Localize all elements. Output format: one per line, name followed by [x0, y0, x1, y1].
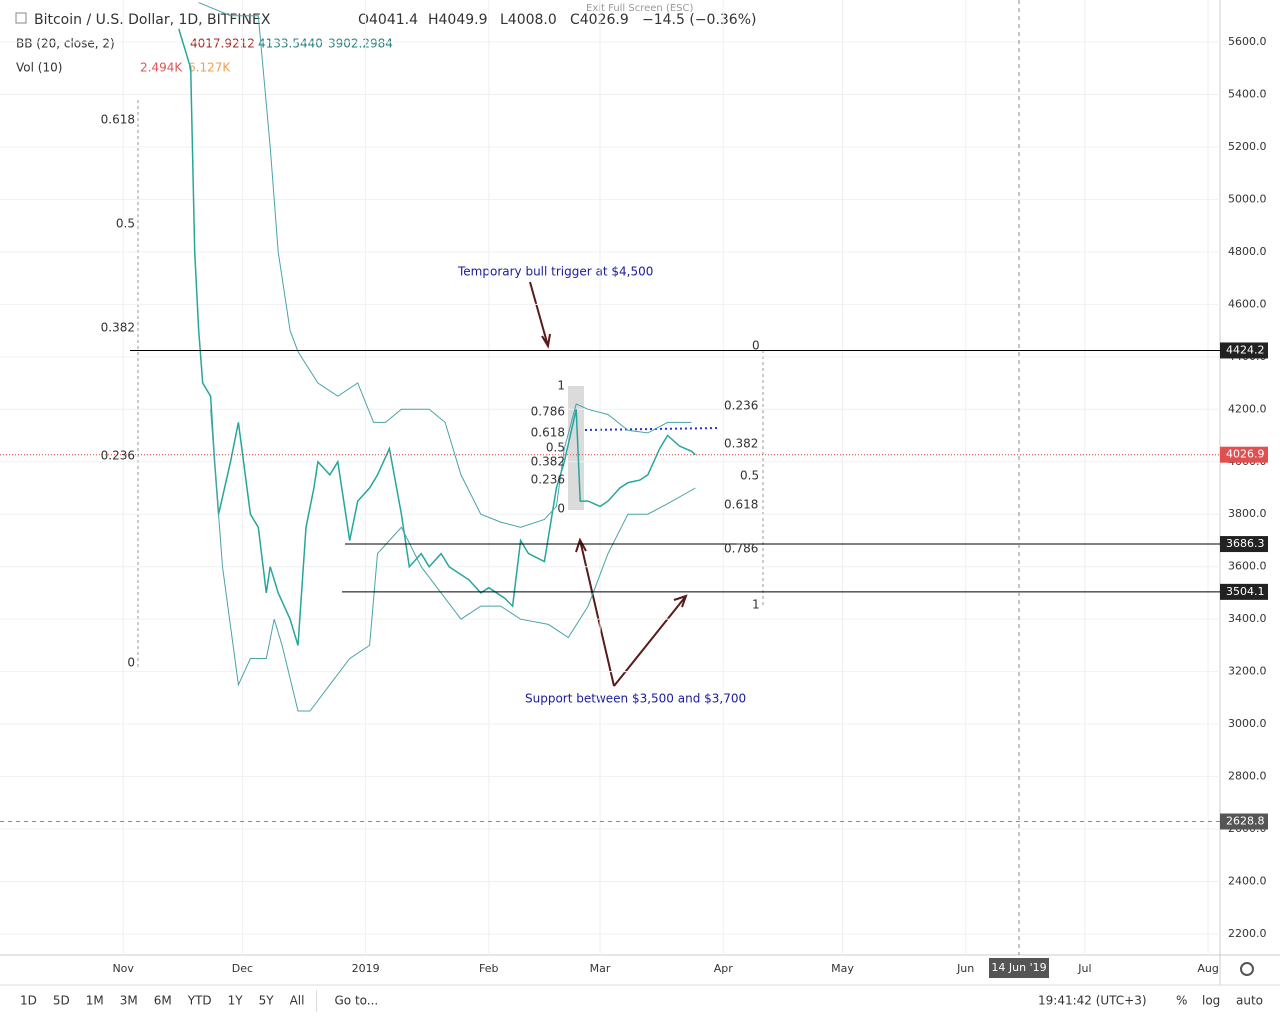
fib-label: 0.786 [531, 405, 565, 419]
annotation: Support between $3,500 and $3,700 [525, 692, 746, 706]
fib-label: 0.618 [101, 113, 135, 127]
y-tick-label: 4800.0 [1228, 245, 1267, 258]
y-tick-label: 3000.0 [1228, 717, 1267, 730]
y-tick-label: 5200.0 [1228, 140, 1267, 153]
fib-label: 0.236 [101, 449, 135, 463]
y-tick-label: 5600.0 [1228, 35, 1267, 48]
level-label: 3504.1 [1226, 585, 1265, 598]
y-tick-label: 2400.0 [1228, 875, 1267, 888]
scale-option[interactable]: auto [1236, 994, 1263, 1008]
bb-basis: 4017.9212 [190, 37, 255, 51]
fib-label: 0 [127, 656, 135, 670]
x-tick-label: Feb [479, 962, 498, 975]
symbol: Bitcoin / U.S. Dollar, 1D, BITFINEX [34, 12, 271, 28]
level-tag [1220, 536, 1268, 553]
x-tick-label: Apr [714, 962, 734, 975]
y-tick-label: 3400.0 [1228, 612, 1267, 625]
exit-fullscreen[interactable]: Exit Full Screen (ESC) [586, 3, 694, 14]
fib-label: 0.5 [116, 217, 135, 231]
x-tick-label: Jul [1077, 962, 1091, 975]
fib-label: 1 [557, 379, 565, 393]
x-tick-label: Dec [232, 962, 253, 975]
open: O4041.4 [358, 12, 418, 28]
crosshair-date-tag [989, 958, 1049, 978]
current-tag [1220, 446, 1268, 463]
crosshair-date-label: 14 Jun '19 [991, 961, 1046, 974]
goto-button[interactable]: Go to... [334, 994, 378, 1008]
y-tick-label: 2800.0 [1228, 770, 1267, 783]
change: −14.5 (−0.36%) [642, 12, 756, 28]
fib-label: 0.618 [724, 498, 758, 512]
fib-label: 0.382 [531, 455, 565, 469]
x-tick-label: Jun [956, 962, 974, 975]
vol-name: Vol (10) [16, 61, 62, 75]
price-line [198, 2, 692, 528]
level-label: 4424.2 [1226, 343, 1265, 356]
fib-range [568, 386, 584, 510]
fib-label: 0.236 [724, 399, 758, 413]
fib-label: 0.5 [740, 469, 759, 483]
low: L4008.0 [500, 12, 557, 28]
y-tick-label: 2200.0 [1228, 927, 1267, 940]
scale-option[interactable]: log [1202, 994, 1220, 1008]
settings-icon[interactable] [1240, 962, 1254, 976]
range-button[interactable]: All [290, 994, 305, 1008]
high: H4049.9 [428, 12, 488, 28]
annotation: Temporary bull trigger at $4,500 [457, 265, 653, 279]
bb-lower: 3902.2984 [328, 37, 393, 51]
level-tag [1220, 583, 1268, 600]
y-tick-label: 3200.0 [1228, 665, 1267, 678]
crosshair-tag [1220, 813, 1268, 830]
x-tick-label: May [831, 962, 854, 975]
range-button[interactable]: 1Y [228, 994, 244, 1008]
level-label: 3686.3 [1226, 537, 1265, 550]
fib-label: 1 [752, 598, 760, 612]
range-button[interactable]: 1D [20, 994, 37, 1008]
fib-label: 0.382 [724, 437, 758, 451]
fib-label: 0 [557, 502, 565, 516]
range-button[interactable]: 5Y [259, 994, 275, 1008]
price-line [178, 28, 696, 646]
x-tick-label: Mar [590, 962, 611, 975]
x-tick-label: Aug [1197, 962, 1218, 975]
arrows [529, 281, 688, 687]
price-line [210, 409, 696, 712]
range-button[interactable]: 6M [154, 994, 172, 1008]
y-tick-label: 5400.0 [1228, 87, 1267, 100]
level-tag [1220, 342, 1268, 359]
y-tick-label: 5000.0 [1228, 192, 1267, 205]
crosshair-price-label: 2628.8 [1226, 815, 1265, 828]
close: C4026.9 [570, 12, 629, 28]
y-tick-label: 4600.0 [1228, 297, 1267, 310]
fib-label: 0.236 [531, 473, 565, 487]
current-price-label: 4026.9 [1226, 448, 1265, 461]
fib-label: 0.786 [724, 542, 758, 556]
range-button[interactable]: 3M [120, 994, 138, 1008]
vol-ma: 6.127K [188, 61, 231, 75]
clock: 19:41:42 (UTC+3) [1038, 994, 1147, 1008]
fib-label: 0.382 [101, 321, 135, 335]
fib-label: 0 [752, 339, 760, 353]
bb-upper: 4133.5440 [258, 37, 323, 51]
y-tick-label: 3800.0 [1228, 507, 1267, 520]
y-tick-label: 4200.0 [1228, 402, 1267, 415]
collapse-icon[interactable] [15, 12, 27, 24]
range-button[interactable]: 5D [53, 994, 70, 1008]
y-tick-label: 3600.0 [1228, 560, 1267, 573]
x-tick-label: Nov [112, 962, 134, 975]
fib-label: 0.5 [546, 441, 565, 455]
range-button[interactable]: 1M [86, 994, 104, 1008]
x-tick-label: 2019 [352, 962, 380, 975]
bb-name: BB (20, close, 2) [16, 37, 115, 51]
range-button[interactable]: YTD [187, 994, 212, 1008]
scale-option[interactable]: % [1176, 994, 1187, 1008]
fib-label: 0.618 [531, 426, 565, 440]
vol-value: 2.494K [140, 61, 183, 75]
